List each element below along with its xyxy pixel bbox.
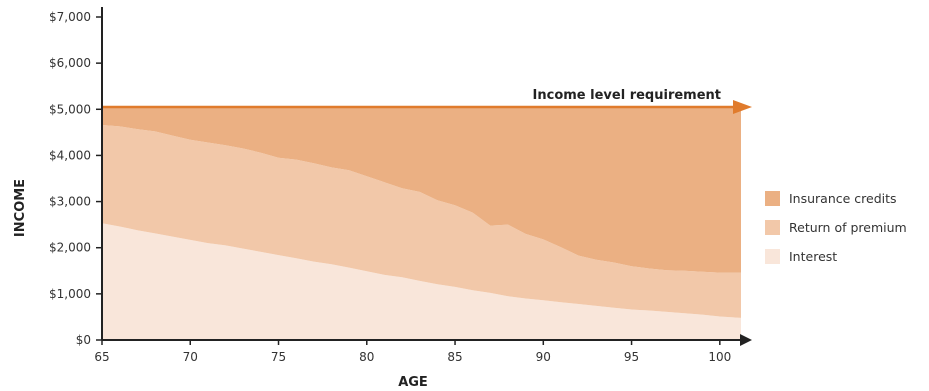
x-tick-label: 80: [359, 350, 374, 364]
y-tick-label: $6,000: [49, 56, 91, 70]
x-tick-label: 100: [708, 350, 731, 364]
legend-label-interest: Interest: [789, 249, 837, 264]
reference-line-label: Income level requirement: [533, 88, 721, 103]
stacked-areas: [102, 107, 741, 340]
x-tick-label: 85: [447, 350, 462, 364]
x-tick-label: 70: [183, 350, 198, 364]
y-axis-title: INCOME: [13, 179, 28, 237]
area-interest: [102, 223, 741, 340]
y-tick-label: $3,000: [49, 195, 91, 209]
x-tick-label: 90: [536, 350, 551, 364]
area-insurance-credits: [102, 107, 741, 273]
legend-swatch-interest: [765, 249, 780, 264]
y-tick-label: $0: [76, 333, 91, 347]
x-axis-arrowhead: [740, 334, 752, 346]
y-tick-label: $7,000: [49, 10, 91, 24]
x-tick-label: 95: [624, 350, 639, 364]
area-return-of-premium: [102, 125, 741, 318]
legend-label-insurance-credits: Insurance credits: [789, 191, 897, 206]
income-level-requirement: Income level requirement: [102, 88, 752, 114]
legend-swatch-insurance-credits: [765, 191, 780, 206]
y-tick-label: $5,000: [49, 102, 91, 116]
y-tick-label: $2,000: [49, 241, 91, 255]
x-axis-ticks: 65 70 75 80 85 90 95 100: [94, 340, 731, 364]
x-axis-title: AGE: [398, 375, 428, 390]
legend-swatch-return-of-premium: [765, 220, 780, 235]
x-tick-label: 65: [94, 350, 109, 364]
legend-label-return-of-premium: Return of premium: [789, 220, 907, 235]
legend: Insurance credits Return of premium Intere…: [765, 191, 907, 264]
x-tick-label: 75: [271, 350, 286, 364]
y-axis-ticks: $0 $1,000 $2,000 $3,000 $4,000 $5,000 $6,000 $7…: [49, 10, 102, 347]
y-tick-label: $4,000: [49, 148, 91, 162]
reference-arrowhead: [733, 99, 752, 114]
y-tick-label: $1,000: [49, 287, 91, 301]
